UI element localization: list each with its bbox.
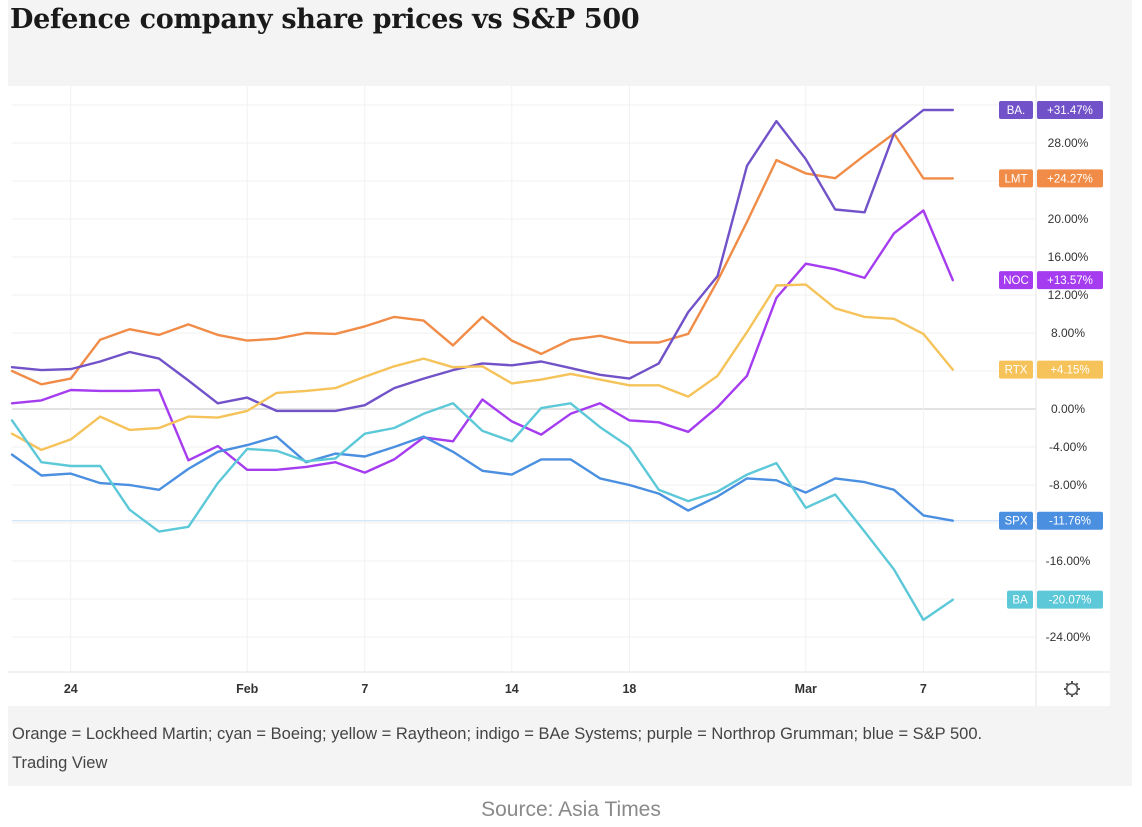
chart-frame: 28.00% 20.00% 16.00% 12.00% 8.00% 0.00% -4.00%… — [8, 86, 1110, 706]
caption-source-text: Trading View — [12, 754, 108, 772]
series-badge-value-bg — [1037, 360, 1103, 379]
source-credit: Source: Asia Times — [481, 798, 661, 821]
series-badge-value: +13.57% — [1047, 275, 1093, 287]
series-line-lmt[interactable] — [10, 132, 954, 386]
y-tick-label: -4.00% — [1049, 440, 1087, 454]
y-tick-label: -16.00% — [1046, 554, 1091, 568]
series-badge-name: NOC — [1003, 275, 1029, 287]
series-badge-value-bg — [1037, 169, 1103, 188]
series-badge-name-bg — [999, 169, 1033, 188]
x-tick-label: 24 — [64, 682, 78, 696]
x-tick-label: Feb — [236, 682, 259, 696]
x-tick-label: 18 — [622, 682, 636, 696]
y-tick-label: 8.00% — [1051, 326, 1085, 340]
series-line-noc[interactable] — [10, 209, 954, 474]
series-badge-name: BA. — [1007, 105, 1026, 117]
series-badge-value: +4.15% — [1050, 365, 1089, 377]
series-badge-value: +31.47% — [1047, 105, 1093, 117]
series-line-rtx[interactable] — [10, 283, 954, 452]
x-tick-label: 14 — [505, 682, 519, 696]
gear-icon[interactable] — [1064, 681, 1080, 697]
x-tick-label: 7 — [361, 682, 368, 696]
series-badge-name: RTX — [1005, 365, 1028, 377]
series-badge-name-bg — [999, 101, 1033, 120]
y-tick-label: -24.00% — [1046, 630, 1091, 644]
series-line-badot[interactable] — [10, 108, 954, 413]
chart-title: Defence company share prices vs S&P 500 — [10, 4, 640, 35]
y-tick-label: 20.00% — [1048, 212, 1089, 226]
series-badge-value-bg — [1037, 271, 1103, 290]
series-line-ba[interactable] — [10, 402, 954, 622]
gear-ring — [1065, 682, 1079, 696]
series-badge-name-bg — [999, 511, 1033, 530]
y-tick-label: 0.00% — [1051, 402, 1085, 416]
plot-background — [8, 86, 1110, 706]
series-badge-value: +24.27% — [1047, 173, 1093, 185]
series-badge-name-bg — [999, 271, 1033, 290]
line-chart[interactable]: 28.00% 20.00% 16.00% 12.00% 8.00% 0.00% -4.00%… — [8, 86, 1110, 706]
series-badge-name: LMT — [1005, 173, 1028, 185]
caption-legend-text: Orange = Lockheed Martin; cyan = Boeing;… — [12, 725, 983, 743]
series-badge-value: -11.76% — [1049, 516, 1091, 528]
x-tick-label: Mar — [795, 682, 817, 696]
series-badge-value: -20.07% — [1049, 595, 1092, 607]
y-tick-label: -8.00% — [1049, 478, 1087, 492]
y-tick-label: 28.00% — [1048, 136, 1089, 150]
y-tick-label: 12.00% — [1048, 288, 1089, 302]
series-badge-name: SPX — [1004, 516, 1027, 528]
series-badge-value-bg — [1037, 101, 1103, 120]
series-badge-value-bg — [1037, 590, 1103, 609]
x-tick-label: 7 — [920, 682, 927, 696]
series-line-spx[interactable] — [10, 435, 954, 522]
series-badge-name: BA — [1012, 595, 1028, 607]
series-badge-name-bg — [999, 360, 1033, 379]
series-badge-name-bg — [1007, 590, 1033, 609]
chart-caption: Orange = Lockheed Martin; cyan = Boeing;… — [12, 720, 1122, 778]
series-badge-value-bg — [1037, 511, 1103, 530]
y-tick-label: 16.00% — [1048, 250, 1089, 264]
